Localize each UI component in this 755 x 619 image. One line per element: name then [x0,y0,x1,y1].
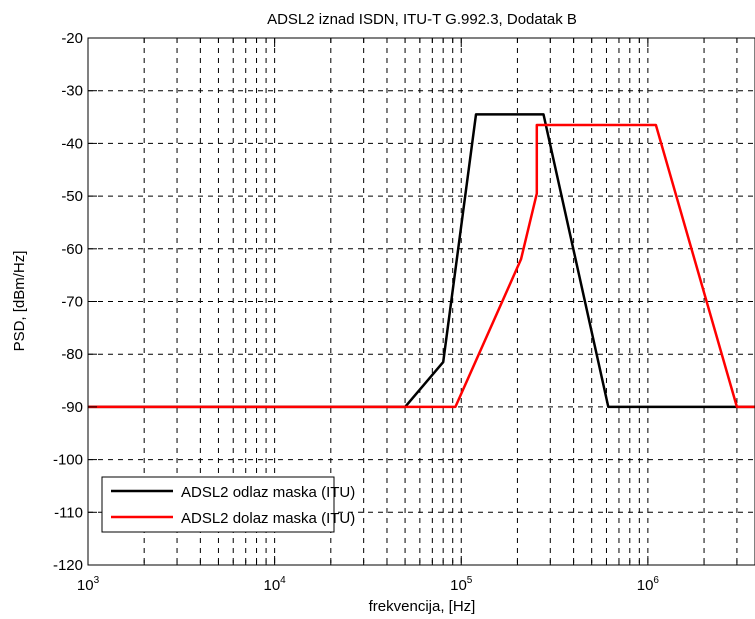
legend-label-odlaz: ADSL2 odlaz maska (ITU) [181,484,355,501]
x-tick-label: 104 [263,575,286,594]
x-axis-label: frekvencija, [Hz] [369,598,476,615]
y-tick-label: -70 [61,294,83,311]
y-tick-label: -110 [54,504,83,521]
y-tick-labels: -20 -30 -40 -50 -60 -70 -80 -90 -100 -110 -120 [53,30,83,574]
legend-box [101,476,335,533]
y-tick-label: -90 [61,399,83,416]
y-tick-label: -120 [53,557,83,574]
y-tick-label: -40 [61,135,83,152]
y-tick-label: -60 [61,241,83,258]
x-tick-label: 103 [77,575,100,594]
x-tick-labels: 103 104 105 106 [77,575,660,594]
grid [88,38,755,565]
y-tick-label: -100 [53,452,83,469]
series-layer [88,113,755,409]
y-axis-label: PSD, [dBm/Hz] [11,251,28,352]
y-tick-label: -30 [61,83,83,100]
y-tick-label: -80 [61,346,83,363]
x-tick-label: 105 [450,575,473,594]
x-tick-label: 106 [637,575,660,594]
legend: ADSL2 odlaz maska (ITU) ADSL2 dolaz mask… [101,476,355,533]
series-line-dolaz [88,123,755,409]
y-tick-label: -50 [61,188,83,205]
chart-title: ADSL2 iznad ISDN, ITU-T G.992.3, Dodatak… [267,11,577,28]
y-tick-label: -20 [61,30,83,47]
ticks [88,37,738,566]
legend-label-dolaz: ADSL2 dolaz maska (ITU) [181,510,355,527]
